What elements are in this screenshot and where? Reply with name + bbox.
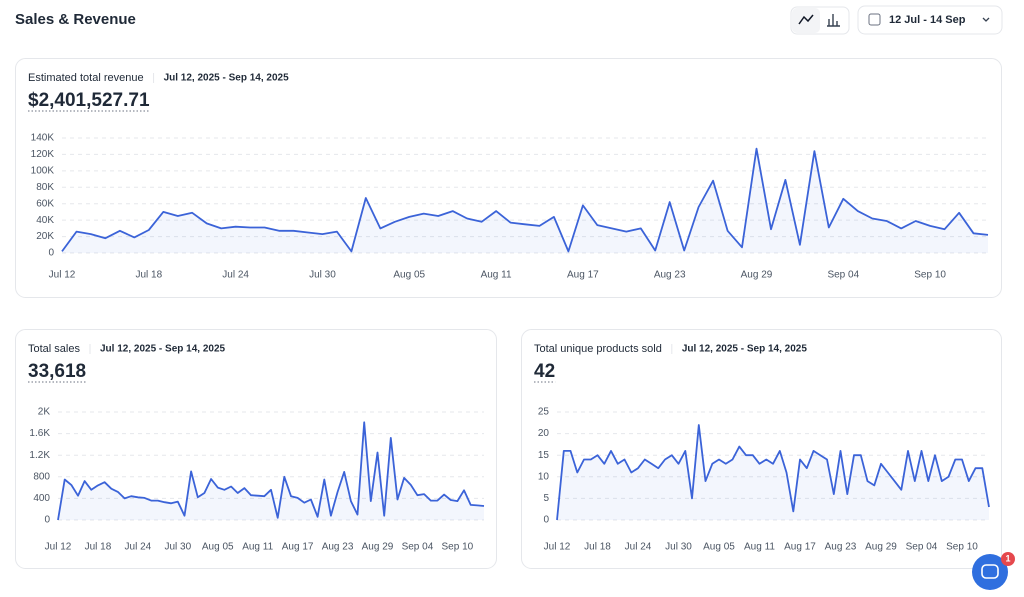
chart-title: Estimated total revenue — [28, 72, 144, 84]
bar-icon[interactable] — [827, 14, 840, 27]
chevron-icon — [982, 17, 990, 22]
x-tick-label: Sep 04 — [402, 542, 434, 553]
calendar-icon — [868, 13, 881, 26]
x-tick-label: Jul 24 — [625, 542, 652, 553]
y-tick-label: 40K — [36, 215, 54, 226]
y-tick-label: 800 — [33, 471, 50, 482]
y-tick-label: 2K — [38, 407, 51, 418]
chat-icon — [981, 564, 999, 579]
chart-total: $2,401,527.71 — [28, 90, 150, 111]
y-tick-label: 400 — [33, 493, 50, 504]
line-series — [61, 147, 989, 253]
x-tick-label: Jul 18 — [584, 542, 611, 553]
y-tick-label: 10 — [538, 471, 550, 482]
y-tick-label: 100K — [31, 165, 55, 176]
y-tick-label: 25 — [538, 407, 550, 418]
y-tick-label: 0 — [543, 515, 549, 526]
x-tick-label: Aug 05 — [393, 270, 425, 281]
x-tick-label: Jul 12 — [544, 542, 571, 553]
x-tick-label: Aug 17 — [282, 542, 314, 553]
x-tick-label: Aug 17 — [567, 270, 599, 281]
y-tick-label: 80K — [36, 182, 54, 193]
page-title: Sales & Revenue — [15, 11, 136, 28]
y-tick-label: 0 — [48, 248, 54, 259]
x-tick-label: Sep 10 — [442, 542, 474, 553]
x-tick-label: Jul 24 — [222, 270, 249, 281]
y-tick-label: 140K — [31, 133, 55, 144]
y-tick-label: 1.6K — [29, 428, 50, 439]
x-tick-label: Sep 10 — [946, 542, 978, 553]
chart-total: 33,618 — [28, 361, 86, 382]
chart-subtitle: Jul 12, 2025 - Sep 14, 2025 — [164, 73, 290, 84]
x-tick-label: Jul 12 — [45, 542, 72, 553]
x-tick-label: Aug 17 — [784, 542, 816, 553]
x-tick-label: Aug 05 — [202, 542, 234, 553]
chart-subtitle: Jul 12, 2025 - Sep 14, 2025 — [100, 344, 226, 355]
chat-button[interactable]: 1 — [972, 552, 1015, 590]
chart-card: Total sales Jul 12, 2025 - Sep 14, 2025 33… — [15, 329, 497, 569]
x-tick-label: Jul 30 — [309, 270, 336, 281]
line-series — [556, 424, 990, 521]
chart-card: Total unique products sold Jul 12, 2025 -… — [521, 329, 1002, 569]
chart-total: 42 — [534, 361, 555, 382]
x-tick-label: Aug 11 — [481, 270, 512, 281]
date-picker-frame[interactable] — [857, 5, 1003, 35]
card-frame — [15, 329, 497, 569]
x-tick-label: Aug 23 — [654, 270, 686, 281]
x-tick-label: Aug 23 — [825, 542, 857, 553]
x-tick-label: Aug 29 — [741, 270, 773, 281]
y-tick-label: 5 — [543, 493, 549, 504]
y-tick-label: 20 — [538, 428, 550, 439]
x-tick-label: Jul 30 — [164, 542, 191, 553]
x-tick-label: Aug 29 — [865, 542, 897, 553]
x-tick-label: Aug 11 — [242, 542, 273, 553]
x-tick-label: Aug 05 — [703, 542, 735, 553]
card-frame — [521, 329, 1002, 569]
chat-badge-count: 1 — [1005, 553, 1010, 563]
y-tick-label: 120K — [31, 149, 55, 160]
chart-card: Estimated total revenue Jul 12, 2025 - Se… — [15, 58, 1002, 298]
chart-title: Total unique products sold — [534, 343, 662, 355]
x-tick-label: Jul 30 — [665, 542, 692, 553]
line-view-button[interactable] — [792, 8, 820, 33]
line-icon — [798, 14, 814, 25]
date-picker[interactable]: 12 Jul - 14 Sep — [857, 5, 1003, 35]
x-tick-label: Aug 11 — [744, 542, 775, 553]
y-tick-label: 60K — [36, 198, 54, 209]
x-tick-label: Jul 12 — [49, 270, 76, 281]
area-fill — [58, 422, 484, 520]
chat-bubble[interactable] — [972, 554, 1008, 590]
view-toggle[interactable] — [790, 6, 850, 35]
chart-title: Total sales — [28, 343, 80, 355]
y-tick-label: 20K — [36, 231, 54, 242]
x-tick-label: Sep 04 — [906, 542, 938, 553]
area-fill — [557, 425, 989, 520]
area-fill — [62, 148, 988, 253]
chat-badge — [1001, 552, 1015, 566]
x-tick-label: Sep 10 — [914, 270, 946, 281]
y-tick-label: 0 — [44, 515, 50, 526]
x-tick-label: Jul 18 — [85, 542, 112, 553]
x-tick-label: Sep 04 — [827, 270, 859, 281]
x-tick-label: Jul 24 — [125, 542, 152, 553]
x-tick-label: Aug 23 — [322, 542, 354, 553]
x-tick-label: Aug 29 — [362, 542, 394, 553]
card-frame — [15, 58, 1002, 298]
y-tick-label: 15 — [538, 450, 550, 461]
date-range: 12 Jul - 14 Sep — [889, 14, 966, 26]
line-series — [57, 421, 485, 521]
x-tick-label: Jul 18 — [135, 270, 162, 281]
chart-subtitle: Jul 12, 2025 - Sep 14, 2025 — [682, 344, 808, 355]
y-tick-label: 1.2K — [29, 450, 50, 461]
